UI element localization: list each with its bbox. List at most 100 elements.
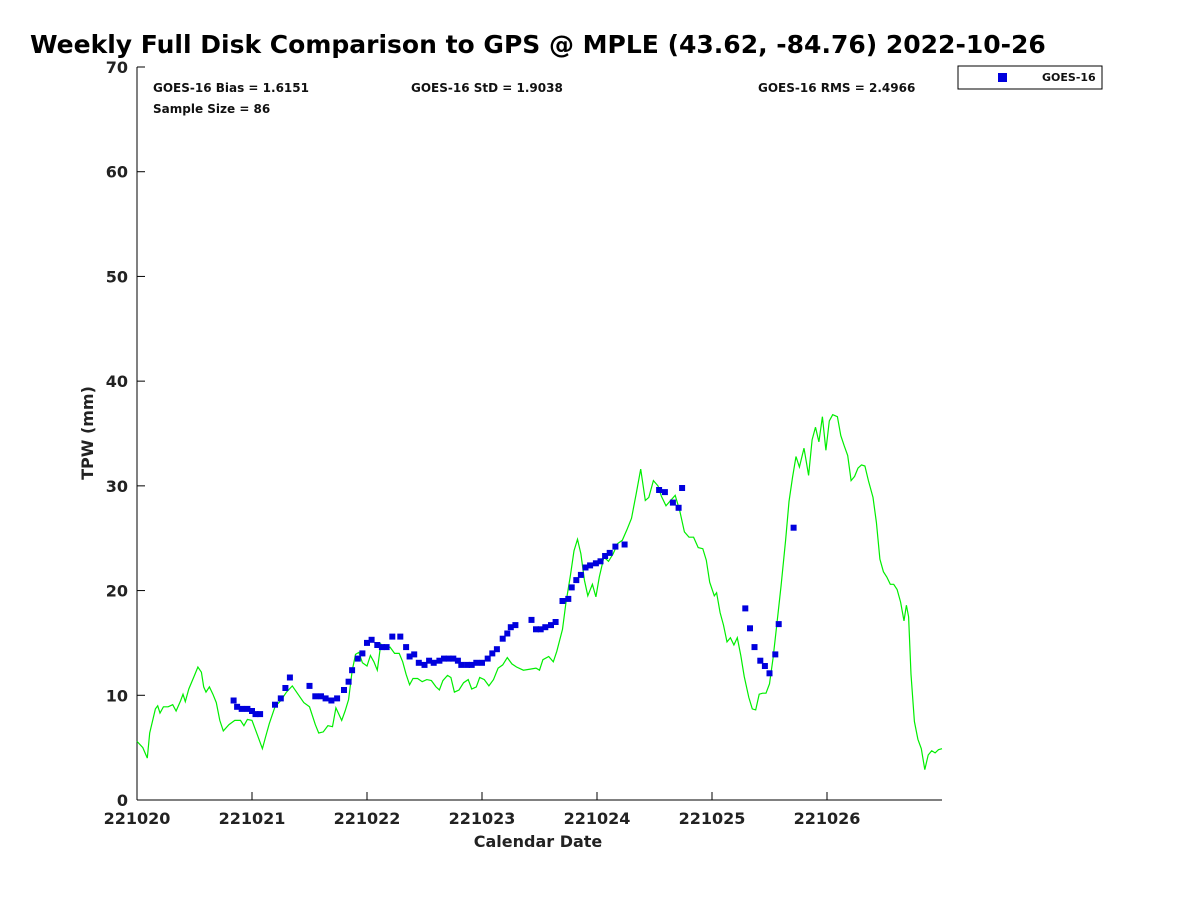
goes-16-data-point — [499, 635, 506, 642]
goes-16-data-point — [334, 695, 341, 702]
x-tick-label: 221023 — [449, 809, 516, 828]
goes-16-data-point — [602, 553, 609, 559]
x-tick-label: 221026 — [794, 809, 861, 828]
y-axis-ticks: 0 10 20 30 40 50 60 70 — [106, 58, 145, 810]
goes-16-data-point — [533, 626, 539, 633]
legend-box — [957, 65, 1103, 90]
goes-16-data-point — [473, 659, 480, 666]
goes-16-data-point — [468, 661, 475, 668]
goes-16-data-point — [742, 605, 749, 612]
y-tick-label: 70 — [106, 58, 128, 77]
goes-16-data-point — [322, 695, 329, 702]
gps-series-line — [136, 413, 943, 770]
y-tick-label: 30 — [106, 477, 128, 496]
goes-16-data-point — [312, 693, 319, 700]
goes-16-data-point — [383, 644, 390, 651]
goes-16-data-point — [354, 655, 361, 662]
goes-16-data-point — [436, 657, 443, 664]
goes-16-data-point — [552, 619, 559, 625]
x-tick-label: 221022 — [334, 809, 401, 828]
goes-16-data-point — [592, 560, 599, 567]
y-tick-label: 50 — [106, 267, 128, 286]
goes-16-data-point — [406, 653, 413, 660]
goes-16-data-point — [761, 663, 768, 669]
x-tick-label: 221021 — [219, 809, 286, 828]
goes-16-data-point — [249, 708, 255, 714]
goes-16-data-point — [512, 622, 519, 629]
goes-16-data-point — [582, 564, 589, 571]
goes-16-data-point — [257, 711, 264, 718]
legend-label-goes-16: GOES-16 — [1042, 71, 1096, 84]
goes-16-data-point — [606, 549, 613, 556]
y-tick-label: 0 — [117, 791, 128, 810]
y-axis-title: TPW (mm) — [78, 386, 97, 480]
goes-16-data-point — [679, 485, 686, 491]
goes-16-data-point — [415, 659, 422, 666]
gps-series-layer — [136, 413, 943, 770]
goes-16-data-point — [766, 670, 773, 677]
goes-16-data-point — [597, 558, 604, 565]
x-axis-title: Calendar Date — [474, 832, 603, 851]
goes-16-data-point — [484, 655, 491, 662]
goes-16-data-point — [397, 633, 404, 640]
goes-16-data-point — [364, 639, 370, 646]
x-axis-ticks: 221020 221021 221022 221023 221024 221025 2210… — [104, 792, 861, 828]
goes-16-data-point — [441, 655, 447, 662]
y-tick-label: 40 — [106, 372, 128, 391]
goes-16-data-point — [661, 489, 668, 496]
goes-16-data-point — [747, 625, 753, 632]
goes-16-data-point — [675, 504, 682, 511]
goes-16-data-point — [430, 659, 437, 666]
goes-16-data-point — [272, 701, 278, 708]
goes-16-data-point — [345, 678, 352, 685]
goes-16-data-point — [537, 626, 544, 633]
goes-16-data-point — [445, 655, 452, 662]
goes-series-layer — [230, 485, 797, 718]
goes-16-data-point — [252, 711, 259, 718]
goes-16-data-point — [757, 657, 764, 664]
goes-16-data-point — [656, 487, 663, 493]
goes-16-data-point — [378, 644, 385, 651]
goes-16-data-point — [479, 659, 485, 666]
goes-16-data-point — [568, 584, 575, 591]
goes-16-data-point — [504, 630, 511, 637]
goes-16-data-point — [277, 695, 284, 702]
goes-16-data-point — [450, 655, 457, 662]
goes-16-data-point — [542, 624, 549, 631]
goes-16-data-point — [751, 644, 758, 651]
goes-16-data-point — [234, 703, 241, 710]
goes-16-data-point — [548, 622, 554, 629]
goes-16-data-point — [507, 624, 514, 631]
goes-16-data-point — [282, 685, 289, 691]
legend-marker-goes-16 — [998, 73, 1007, 82]
stat-std: GOES-16 StD = 1.9038 — [411, 81, 563, 95]
goes-16-data-point — [775, 621, 782, 628]
goes-16-data-point — [389, 633, 396, 640]
goes-16-data-point — [411, 651, 418, 658]
goes-16-data-point — [621, 541, 628, 548]
goes-16-data-point — [790, 524, 797, 531]
goes-16-data-point — [306, 682, 313, 689]
goes-16-data-point — [577, 571, 584, 578]
legend: GOES-16 — [957, 65, 1103, 90]
goes-16-data-point — [587, 562, 594, 569]
goes-16-data-point — [328, 697, 335, 704]
goes-16-data-point — [359, 650, 366, 657]
goes-16-data-point — [669, 499, 676, 506]
goes-16-data-point — [573, 577, 580, 584]
goes-16-data-point — [565, 595, 572, 602]
goes-16-data-point — [559, 598, 566, 604]
goes-16-data-point — [374, 642, 381, 648]
goes-16-data-point — [349, 667, 356, 674]
goes-16-data-point — [493, 646, 500, 653]
goes-16-data-point — [403, 644, 410, 651]
chart-title: Weekly Full Disk Comparison to GPS @ MPL… — [30, 30, 1046, 59]
x-tick-label: 221020 — [104, 809, 171, 828]
goes-16-data-point — [489, 650, 496, 657]
goes-16-data-point — [230, 697, 237, 704]
x-tick-label: 221024 — [564, 809, 631, 828]
goes-16-data-point — [772, 651, 779, 658]
goes-16-data-point — [286, 674, 293, 681]
goes-16-data-point — [454, 657, 461, 664]
goes-16-data-point — [464, 661, 471, 668]
